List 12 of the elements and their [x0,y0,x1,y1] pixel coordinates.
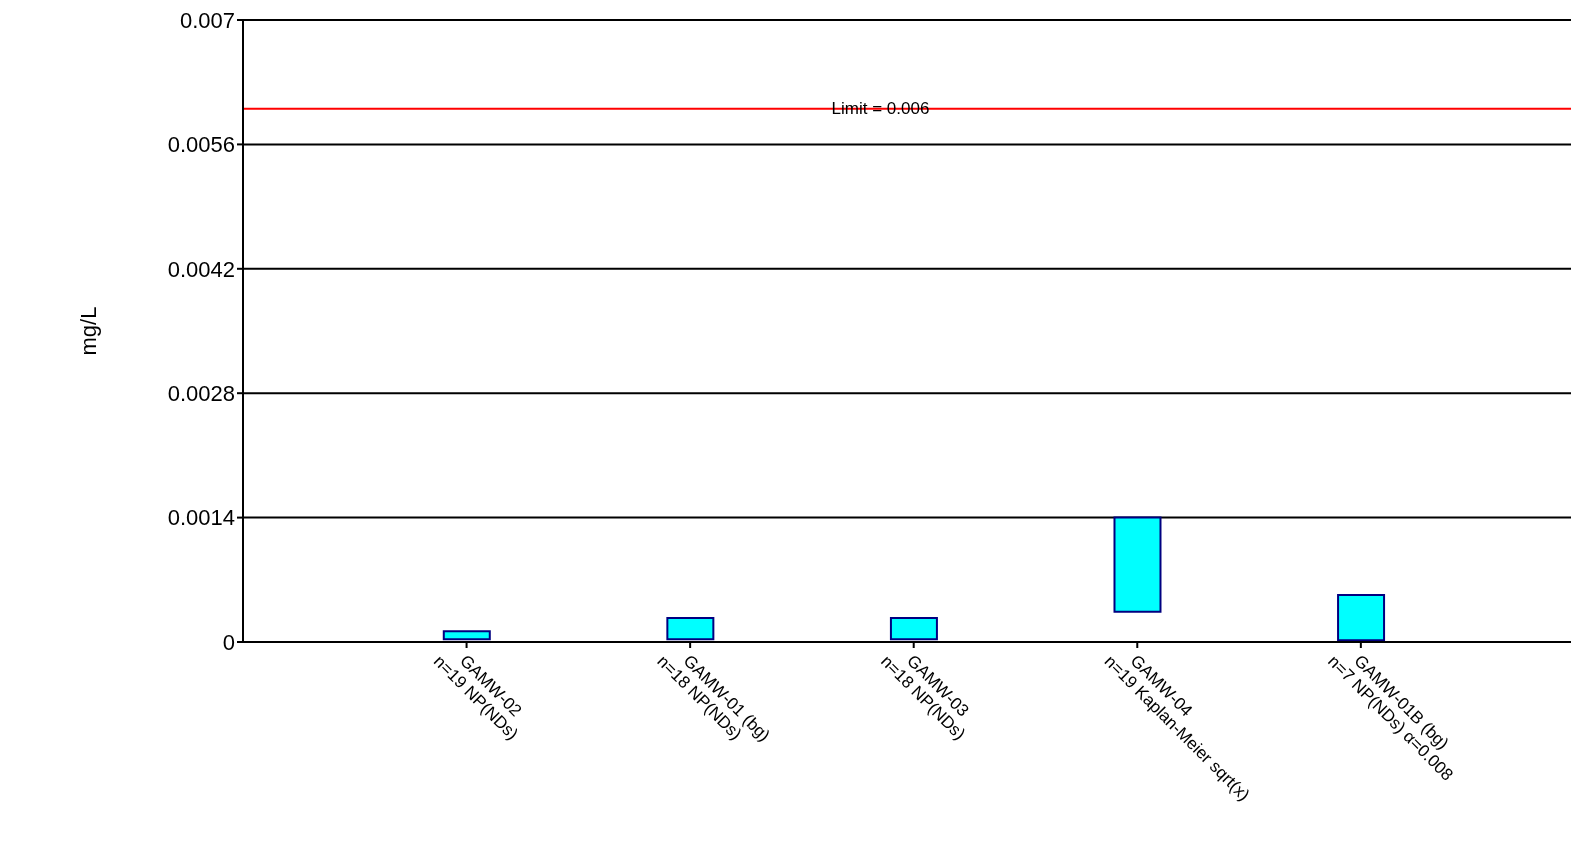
y-tick-label: 0.007 [179,7,235,33]
y-tick-label: 0.0042 [167,256,235,282]
bar [666,617,715,641]
bar [1113,516,1162,613]
y-tick-label: 0.0056 [167,132,235,158]
bar [1337,593,1386,642]
y-tick-label: 0.0028 [167,381,235,407]
bar [889,617,938,641]
y-tick-label: 0.0014 [167,505,235,531]
y-tick-label: 0 [222,629,235,655]
bar [442,630,491,641]
y-axis-title: mg/L [75,306,101,356]
